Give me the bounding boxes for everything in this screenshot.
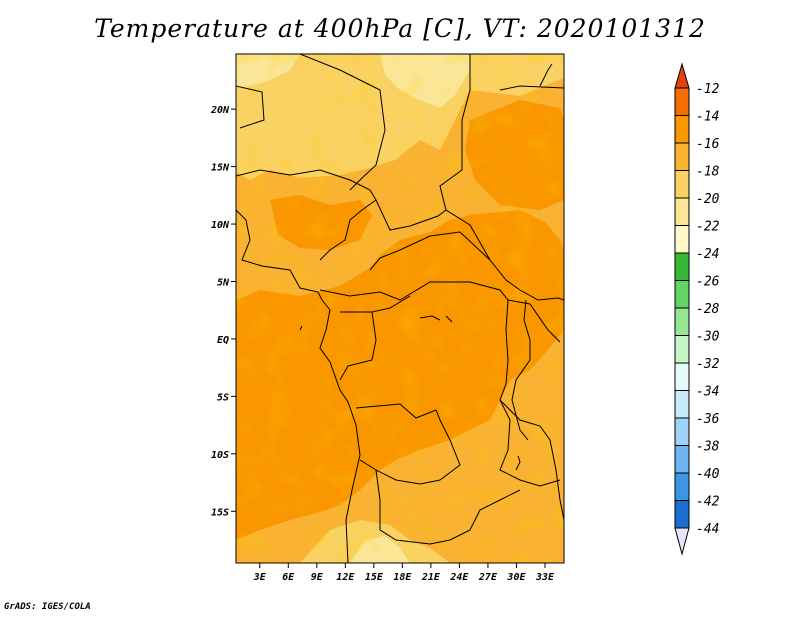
colorbar-box [674, 445, 690, 474]
border-line [319, 281, 561, 487]
credit-text: GrADS: IGES/COLA [4, 602, 91, 612]
x-tick-label: 27E [478, 572, 498, 583]
borders [236, 54, 564, 563]
x-axis: 3E 6E 9E 12E 15E 18E 21E 24E 27E 30E 33E [253, 563, 555, 583]
colorbar-top-arrow [674, 62, 690, 89]
colorbar-box [674, 472, 690, 501]
colorbar-bottom-arrow [674, 527, 690, 556]
colorbar-box [674, 500, 690, 529]
border-line [299, 54, 386, 191]
colorbar-label: -22 [696, 220, 720, 235]
colorbar-label: -32 [696, 357, 720, 372]
colorbar-label: -20 [696, 192, 720, 207]
colorbar-box [674, 417, 690, 446]
colorbar-box [674, 115, 690, 144]
y-axis: 20N 15N 10N 5N EQ 5S 10S 15S [210, 105, 236, 518]
border-line [299, 325, 303, 331]
colorbar-box [674, 197, 690, 226]
colorbar-box [674, 390, 690, 419]
colorbar-label: -28 [696, 302, 720, 317]
border-line [369, 231, 491, 271]
x-tick-label: 21E [421, 572, 441, 583]
colorbar-label: -42 [696, 495, 720, 510]
colorbar-box [674, 307, 690, 336]
y-tick-label: 20N [210, 105, 230, 116]
x-tick-label: 33E [535, 572, 555, 583]
border-line [236, 85, 265, 129]
colorbar-box [674, 252, 690, 281]
border-line [371, 295, 411, 313]
border-line [539, 63, 553, 87]
border-line [375, 199, 447, 231]
colorbar-label: -24 [696, 247, 719, 262]
border-line [499, 399, 564, 521]
colorbar-box [674, 225, 690, 254]
x-tick-label: 24E [449, 572, 469, 583]
x-tick-label: 12E [336, 572, 355, 583]
colorbar-label: -14 [696, 110, 719, 125]
colorbar-label: -18 [696, 165, 720, 180]
colorbar-label: -40 [696, 467, 720, 482]
temperature-field [236, 54, 564, 563]
border-line [419, 315, 453, 323]
colorbar-label: -30 [696, 330, 720, 345]
y-tick-label: EQ [217, 335, 229, 346]
border-line [355, 403, 461, 485]
field-texture [236, 54, 564, 563]
border-line [236, 169, 377, 261]
colorbar-label: -12 [696, 82, 720, 97]
y-tick-label: 5S [217, 392, 229, 403]
x-tick-label: 6E [282, 572, 295, 583]
colorbar-label: -26 [696, 275, 720, 290]
colorbar: -12 -14 -16 -18 -20 -22 -24 -26 -28 -30 -32 -34 -36 -… [674, 62, 720, 556]
colorbar-box [674, 280, 690, 309]
x-tick-label: 9E [311, 572, 324, 583]
border-line [507, 299, 561, 343]
y-tick-label: 10S [211, 450, 229, 461]
colorbar-box [674, 87, 690, 116]
x-tick-label: 30E [506, 572, 526, 583]
chart-title: Temperature at 400hPa [C], VT: 202010131… [94, 14, 706, 43]
y-tick-label: 10N [211, 220, 230, 231]
border-line [515, 455, 521, 471]
colorbar-box [674, 170, 690, 199]
colorbar-box [674, 142, 690, 171]
border-line [439, 54, 564, 301]
y-tick-label: 15N [211, 163, 230, 174]
y-tick-label: 15S [211, 507, 229, 518]
border-line [339, 311, 377, 381]
plot-frame [235, 53, 565, 564]
x-tick-label: 15E [365, 572, 384, 583]
colorbar-box [674, 362, 690, 391]
border-line [375, 469, 521, 545]
y-tick-label: 5N [217, 277, 230, 288]
colorbar-label: -34 [696, 385, 719, 400]
colorbar-label: -16 [696, 137, 720, 152]
x-tick-label: 3E [253, 572, 267, 583]
colorbar-label: -38 [696, 440, 720, 455]
colorbar-label: -36 [696, 412, 720, 427]
border-line [499, 85, 564, 91]
x-tick-label: 18E [393, 572, 412, 583]
border-line [236, 209, 361, 563]
colorbar-label: -44 [696, 522, 719, 537]
border-line [511, 299, 531, 441]
colorbar-box [674, 335, 690, 364]
